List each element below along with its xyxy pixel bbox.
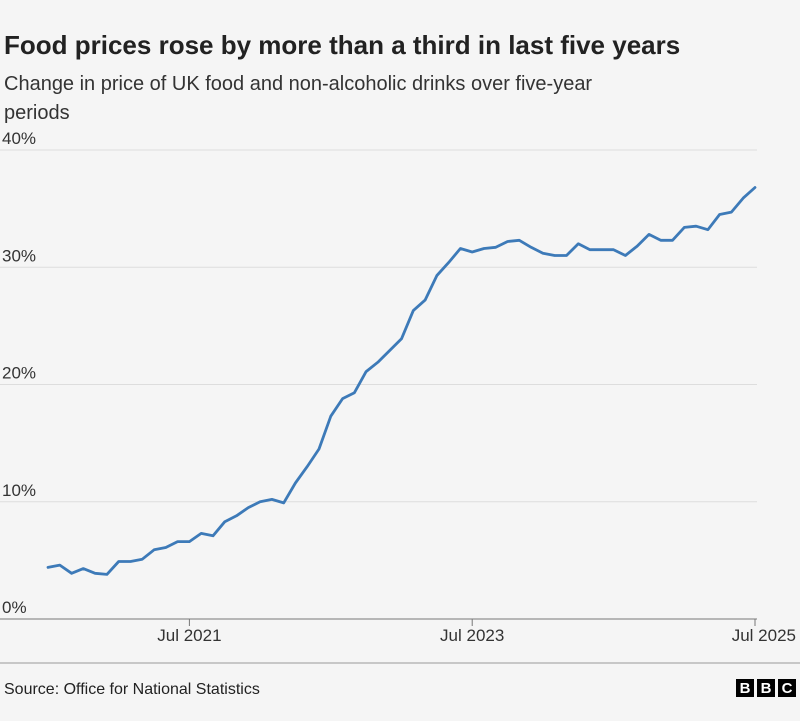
- logo-letter: B: [761, 680, 772, 697]
- source: Source: Office for National Statistics: [4, 681, 260, 698]
- y-tick-label: 0%: [2, 598, 27, 617]
- y-tick-label: 20%: [2, 364, 36, 383]
- x-tick-label: Jul 2021: [157, 626, 221, 645]
- logo-box: [757, 679, 775, 697]
- y-tick-label: 10%: [2, 481, 36, 500]
- data-line: [46, 186, 757, 576]
- logo: B B C: [736, 679, 796, 697]
- y-tick-label: 40%: [2, 129, 36, 148]
- logo-letter: B: [740, 680, 751, 697]
- chart-subtitle: periods: [4, 102, 70, 124]
- logo-box: [736, 679, 754, 697]
- x-tick-label: Jul 2023: [440, 626, 504, 645]
- logo-letter: C: [782, 680, 793, 697]
- chart-subtitle: Change in price of UK food and non-alcoh…: [4, 73, 592, 95]
- y-tick-label: 30%: [2, 246, 36, 265]
- x-tick-label: Jul 2025: [732, 626, 796, 645]
- logo-box: [778, 679, 796, 697]
- chart-title: Food prices rose by more than a third in…: [4, 30, 680, 60]
